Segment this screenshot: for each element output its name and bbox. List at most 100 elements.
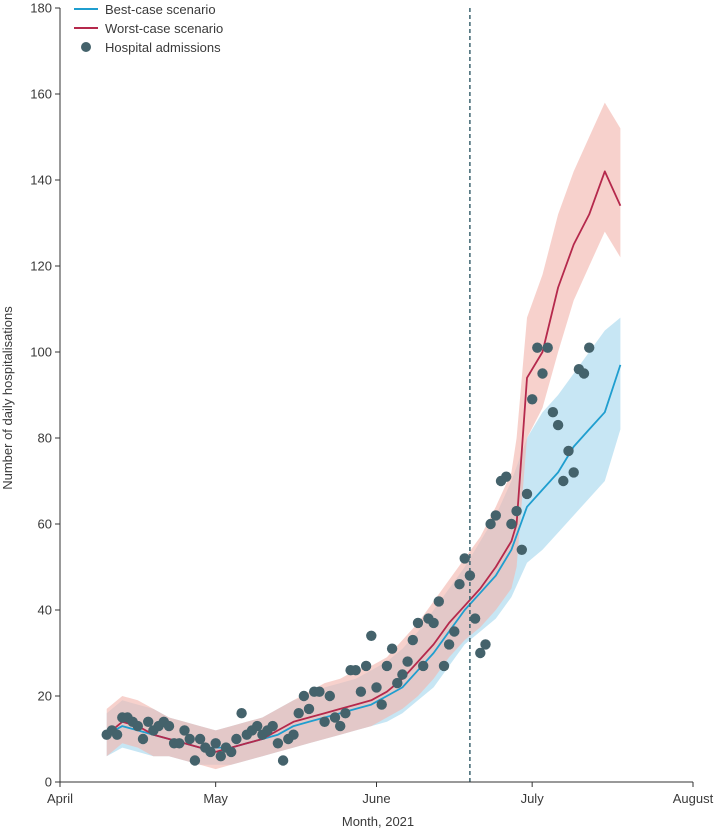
admission-point	[205, 746, 216, 758]
admission-points	[101, 342, 595, 766]
admission-point	[366, 630, 377, 641]
uncertainty-bands	[106, 102, 621, 770]
admission-point	[454, 579, 465, 590]
admission-point	[360, 660, 372, 672]
admission-point	[163, 720, 175, 732]
hospital-admissions-legend-label: Hospital admissions	[105, 40, 221, 55]
admission-point	[194, 733, 206, 745]
admission-point	[552, 419, 564, 431]
admission-point	[350, 665, 361, 676]
y-tick-label: 80	[38, 431, 52, 446]
y-tick-label: 0	[45, 775, 52, 790]
x-tick-label: August	[673, 791, 714, 806]
y-tick-label: 180	[30, 1, 52, 16]
x-tick-label: June	[362, 791, 390, 806]
admission-point	[558, 475, 569, 487]
admission-point	[137, 733, 149, 745]
admission-point	[215, 751, 226, 762]
admission-point	[210, 738, 221, 749]
legend: Best-case scenario Worst-case scenario Hos…	[74, 2, 223, 55]
admission-point	[303, 703, 315, 715]
admission-point	[381, 660, 393, 672]
admission-point	[386, 643, 398, 654]
admission-point	[267, 720, 278, 732]
y-tick-label: 120	[30, 259, 52, 274]
admission-point	[298, 690, 310, 702]
best-case-scenario-legend-label: Best-case scenario	[105, 2, 216, 17]
admission-point	[111, 729, 123, 740]
y-tick-label: 20	[38, 689, 52, 704]
admission-point	[527, 394, 538, 405]
admission-point	[501, 471, 512, 482]
admission-point	[324, 690, 335, 702]
admission-point	[464, 570, 476, 581]
admission-point	[174, 738, 185, 749]
admission-point	[511, 505, 522, 517]
admission-point	[371, 682, 382, 693]
x-tick-label: May	[203, 791, 228, 806]
admission-point	[319, 716, 330, 727]
admission-point	[449, 626, 460, 637]
admission-point	[402, 656, 413, 667]
admission-point	[143, 716, 154, 727]
admission-point	[376, 699, 387, 710]
admission-point	[428, 617, 439, 629]
admission-point	[314, 686, 325, 697]
admission-point	[542, 342, 553, 353]
admission-point	[459, 553, 470, 564]
admission-point	[563, 445, 574, 457]
x-tick-label: July	[521, 791, 545, 806]
admission-point	[443, 639, 455, 650]
admission-point	[236, 708, 247, 719]
y-tick-label: 160	[30, 87, 52, 102]
admission-point	[132, 720, 143, 732]
x-tick-label: April	[47, 791, 73, 806]
admission-point	[226, 746, 237, 758]
admission-point	[532, 342, 543, 353]
admission-point	[340, 708, 351, 719]
y-tick-label: 140	[30, 173, 52, 188]
admission-point	[392, 677, 403, 689]
scenario-lines	[106, 170, 622, 753]
admission-point	[418, 660, 429, 672]
admission-point	[397, 669, 408, 680]
hospital-admissions-legend-marker	[81, 42, 91, 52]
worst-case-scenario-band	[106, 102, 621, 770]
worst-case-scenario-line	[106, 170, 622, 753]
admission-point	[480, 639, 491, 650]
admission-point	[277, 755, 289, 766]
admission-point	[179, 725, 190, 736]
y-axis-label: Number of daily hospitalisations	[0, 306, 15, 490]
y-tick-label: 60	[38, 517, 52, 532]
admission-point	[252, 720, 263, 732]
axes: 0 20 40 60 80 100 120 140 160 180 April May June July…	[30, 1, 713, 807]
admission-point	[469, 613, 481, 624]
admission-point	[521, 488, 533, 500]
admission-point	[288, 729, 299, 740]
admission-point	[475, 647, 486, 659]
admission-point	[272, 738, 284, 749]
y-tick-label: 100	[30, 345, 52, 360]
admission-point	[433, 596, 444, 607]
x-axis-label: Month, 2021	[342, 814, 414, 829]
admission-point	[485, 518, 496, 530]
worst-case-scenario-legend-label: Worst-case scenario	[105, 21, 223, 36]
admission-point	[412, 617, 424, 629]
admission-point	[578, 368, 590, 379]
admission-point	[490, 510, 501, 521]
admission-point	[407, 634, 418, 646]
admission-point	[547, 407, 559, 418]
y-tick-label: 40	[38, 603, 52, 618]
admission-point	[184, 733, 195, 745]
admission-point	[231, 733, 242, 745]
admission-point	[335, 720, 346, 732]
admission-point	[438, 660, 450, 672]
admission-point	[537, 368, 548, 379]
admission-point	[584, 342, 595, 353]
admission-point	[293, 708, 304, 719]
admission-point	[506, 518, 517, 530]
admission-point	[329, 712, 341, 723]
admission-point	[516, 544, 527, 555]
admission-point	[189, 755, 201, 766]
